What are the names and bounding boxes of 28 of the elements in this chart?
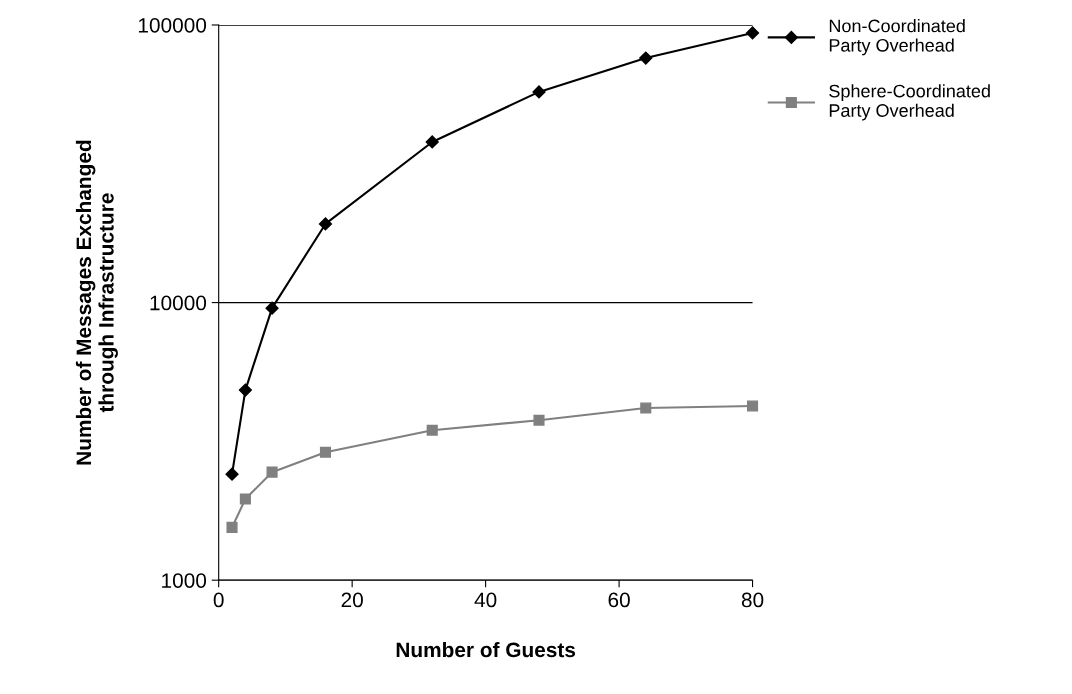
y-tick-label: 1000 — [162, 573, 207, 588]
point — [319, 446, 332, 458]
point — [639, 51, 653, 65]
point — [426, 424, 438, 436]
y-tick-label: 10000 — [150, 295, 207, 311]
x-tick-label: 80 — [741, 592, 764, 608]
point — [239, 493, 251, 505]
point — [238, 383, 252, 397]
y-tick-label: 100000 — [138, 17, 207, 33]
point — [746, 400, 759, 412]
point — [225, 467, 239, 481]
point — [640, 402, 652, 414]
point — [745, 26, 760, 40]
x-axis-title: Number of Guests — [396, 641, 576, 658]
x-tick-label: 20 — [341, 592, 363, 608]
point — [266, 466, 278, 478]
x-tick-label: 60 — [608, 592, 630, 608]
x-tick-label: 0 — [213, 592, 224, 608]
point — [226, 521, 238, 533]
point — [425, 135, 439, 149]
legend-label: Sphere-Coordinated Party Overhead — [829, 84, 990, 121]
point — [318, 217, 333, 231]
point — [532, 85, 546, 99]
point — [533, 414, 545, 426]
legend-label: Non-Coordinated Party Overhead — [829, 19, 965, 56]
y-axis-title: Number of Messages Exchanged through Infrastructure — [75, 140, 118, 465]
x-tick-label: 40 — [474, 592, 497, 608]
point — [265, 301, 279, 315]
